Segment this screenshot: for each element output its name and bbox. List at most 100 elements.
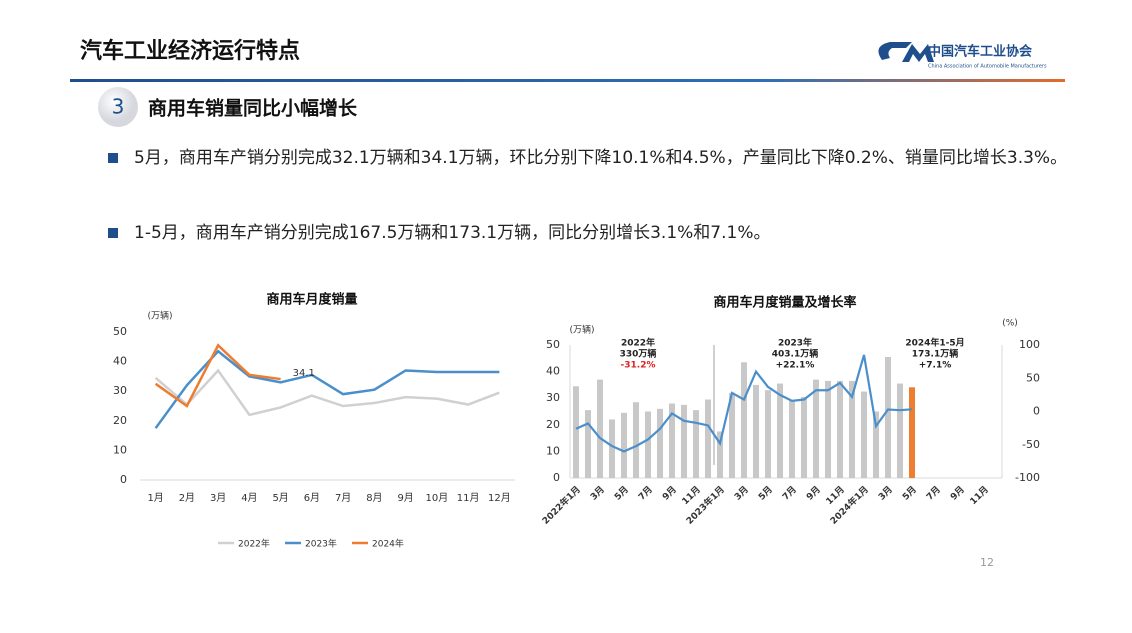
y-tick-label: 40 bbox=[113, 355, 127, 368]
line-series bbox=[575, 354, 913, 453]
x-tick-label: 3月 bbox=[210, 492, 226, 504]
x-tick-label: 9月 bbox=[397, 492, 413, 504]
y-tick-label: 10 bbox=[113, 443, 127, 456]
bar bbox=[729, 392, 735, 478]
x-tick-label: 2月 bbox=[179, 492, 195, 504]
bar bbox=[669, 403, 675, 478]
annotation: 330万辆 bbox=[620, 348, 657, 360]
bar bbox=[717, 431, 723, 478]
x-tick-label: 1月 bbox=[147, 492, 163, 504]
bar bbox=[741, 362, 747, 478]
bar bbox=[633, 402, 639, 478]
x-tick-label: 11月 bbox=[457, 492, 480, 504]
bar bbox=[657, 408, 663, 478]
y2-tick-label: -100 bbox=[1015, 471, 1040, 484]
x-tick-label: 10月 bbox=[426, 492, 449, 504]
x-tick-label: 5月 bbox=[900, 484, 919, 503]
legend-label: 2022年 bbox=[238, 538, 270, 550]
section-title: 商用车销量同比小幅增长 bbox=[148, 97, 358, 120]
annotation: 2022年 bbox=[621, 337, 655, 349]
y-axis-label: (万辆) bbox=[147, 310, 172, 322]
y-tick-label: 30 bbox=[546, 391, 560, 404]
bar bbox=[909, 387, 915, 478]
bar bbox=[705, 399, 711, 478]
line-series bbox=[154, 343, 281, 408]
bar bbox=[789, 400, 795, 478]
legend-label: 2024年 bbox=[372, 538, 404, 550]
y2-tick-label: -50 bbox=[1022, 438, 1040, 451]
x-tick-label: 5月 bbox=[756, 484, 775, 503]
x-tick-label: 7月 bbox=[335, 492, 351, 504]
bullet-text: 1-5月，商用车产销分别完成167.5万辆和173.1万辆，同比分别增长3.1%… bbox=[134, 223, 771, 243]
x-tick-label: 7月 bbox=[636, 484, 655, 503]
x-tick-label: 12月 bbox=[488, 492, 511, 504]
chart-title: 商用车月度销量 bbox=[266, 292, 357, 308]
y-tick-label: 0 bbox=[553, 471, 560, 484]
bar bbox=[777, 383, 783, 478]
chart-title: 商用车月度销量及增长率 bbox=[713, 295, 856, 311]
x-tick-label: 6月 bbox=[304, 492, 320, 504]
annotation: 403.1万辆 bbox=[772, 348, 818, 360]
x-tick-label: 3月 bbox=[588, 484, 607, 503]
x-tick-label: 7月 bbox=[780, 484, 799, 503]
x-tick-label: 3月 bbox=[876, 484, 895, 503]
bar bbox=[681, 404, 687, 478]
x-tick-label: 3月 bbox=[732, 484, 751, 503]
bar bbox=[861, 391, 867, 478]
annotation: 2024年1-5月 bbox=[905, 337, 964, 349]
x-tick-label: 11月 bbox=[968, 484, 991, 507]
annotation: +22.1% bbox=[776, 361, 815, 371]
bar bbox=[801, 396, 807, 478]
x-tick-label: 9月 bbox=[660, 484, 679, 503]
bar bbox=[573, 386, 579, 478]
y-tick-label: 10 bbox=[546, 444, 560, 457]
page-number: 12 bbox=[980, 556, 994, 569]
y-tick-label: 20 bbox=[113, 414, 127, 427]
bar bbox=[849, 380, 855, 478]
x-tick-label: 5月 bbox=[612, 484, 631, 503]
legend-label: 2023年 bbox=[305, 538, 337, 550]
bar bbox=[837, 380, 843, 478]
bullet-text: 5月，商用车产销分别完成32.1万辆和34.1万辆，环比分别下降10.1%和4.… bbox=[134, 148, 1068, 168]
y-tick-label: 40 bbox=[546, 365, 560, 378]
header-rule bbox=[70, 79, 1065, 82]
section-badge bbox=[98, 87, 138, 127]
x-tick-label: 11月 bbox=[680, 484, 703, 507]
x-tick-label: 5月 bbox=[272, 492, 288, 504]
annotation: +7.1% bbox=[919, 361, 952, 371]
y-tick-label: 50 bbox=[546, 338, 560, 351]
bullet-marker bbox=[108, 228, 118, 238]
bar bbox=[753, 384, 759, 478]
x-tick-label: 11月 bbox=[824, 484, 847, 507]
logo-subtext: China Association of Automobile Manufact… bbox=[928, 64, 1047, 70]
bar bbox=[897, 383, 903, 478]
bar bbox=[597, 379, 603, 478]
bar bbox=[609, 419, 615, 478]
y-axis-label: (万辆) bbox=[569, 324, 594, 336]
y-tick-label: 20 bbox=[546, 418, 560, 431]
y-tick-label: 0 bbox=[120, 473, 127, 486]
bar bbox=[585, 410, 591, 478]
y2-tick-label: 0 bbox=[1033, 405, 1040, 418]
y2-axis-label: (%) bbox=[1002, 319, 1018, 329]
x-tick-label: 4月 bbox=[241, 492, 257, 504]
line-series bbox=[154, 349, 500, 429]
bar bbox=[885, 356, 891, 478]
logo-text: 中国汽车工业协会 bbox=[928, 44, 1033, 60]
y-tick-label: 50 bbox=[113, 325, 127, 338]
bar bbox=[813, 379, 819, 478]
y-tick-label: 30 bbox=[113, 384, 127, 397]
x-tick-label: 7月 bbox=[924, 484, 943, 503]
x-tick-label: 2022年1月 bbox=[540, 483, 583, 526]
section-number: 3 bbox=[112, 95, 125, 119]
bar bbox=[645, 411, 651, 478]
y2-tick-label: 100 bbox=[1019, 338, 1040, 351]
x-tick-label: 8月 bbox=[366, 492, 382, 504]
bullet-marker bbox=[108, 153, 118, 163]
data-label: 34.1 bbox=[293, 368, 315, 379]
annotation: 2023年 bbox=[778, 337, 812, 349]
annotation: 173.1万辆 bbox=[912, 348, 958, 360]
x-tick-label: 9月 bbox=[948, 484, 967, 503]
